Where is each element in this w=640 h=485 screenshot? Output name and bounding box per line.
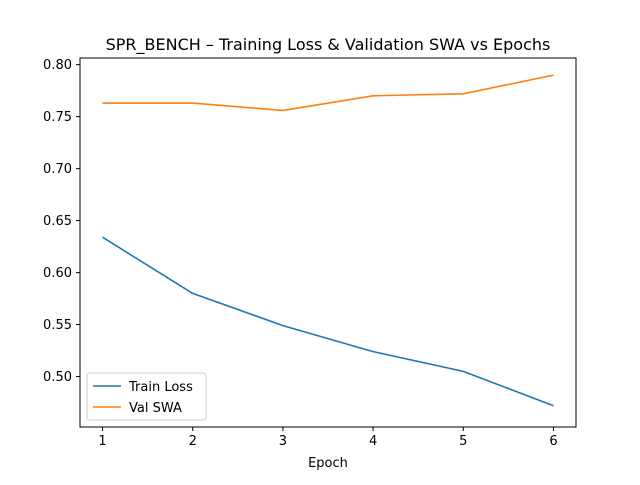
train-loss-line — [102, 236, 554, 407]
y-tick-label: 0.65 — [43, 214, 72, 229]
y-tick-label: 0.75 — [43, 110, 72, 125]
series-layer — [102, 74, 554, 407]
legend-label: Val SWA — [129, 401, 182, 416]
plot-frame — [79, 57, 577, 428]
y-tick-label: 0.70 — [43, 162, 72, 177]
legend-box — [86, 372, 207, 421]
y-tick-label: 0.80 — [43, 58, 72, 73]
y-tick-label: 0.50 — [43, 370, 72, 385]
y-tick-label: 0.55 — [43, 318, 72, 333]
x-tick-label: 4 — [369, 434, 377, 449]
x-tick-label: 2 — [189, 434, 197, 449]
x-tick-label: 1 — [98, 434, 106, 449]
legend: Train Loss Val SWA — [86, 372, 207, 421]
x-tick-label: 3 — [279, 434, 287, 449]
x-tick-label: 6 — [549, 434, 557, 449]
val-swa-line — [102, 74, 554, 112]
x-axis-label: Epoch — [308, 456, 348, 471]
chart-title: SPR_BENCH – Training Loss & Validation S… — [106, 35, 551, 55]
axes-layer: 1 2 3 4 5 6 0.50 0.55 0.60 0.65 0.70 0.75 0.80 — [43, 58, 558, 449]
legend-label: Train Loss — [128, 380, 193, 395]
x-tick-label: 5 — [459, 434, 467, 449]
y-tick-label: 0.60 — [43, 266, 72, 281]
